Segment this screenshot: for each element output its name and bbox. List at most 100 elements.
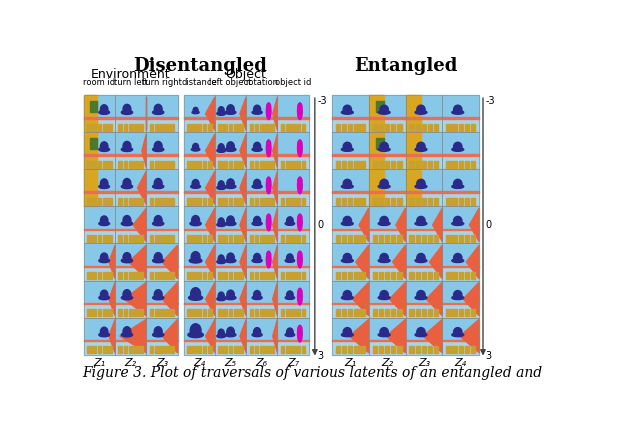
Bar — [246, 95, 277, 118]
Bar — [170, 309, 174, 316]
Bar — [192, 235, 196, 242]
Ellipse shape — [191, 288, 200, 300]
Ellipse shape — [152, 221, 164, 226]
Polygon shape — [240, 319, 246, 353]
Ellipse shape — [122, 221, 132, 226]
Polygon shape — [162, 245, 177, 279]
Bar — [215, 155, 246, 169]
Bar — [184, 304, 215, 318]
Bar — [391, 198, 396, 205]
Ellipse shape — [267, 177, 271, 183]
Bar — [458, 124, 463, 131]
Bar — [155, 235, 159, 242]
Bar — [215, 154, 246, 156]
Bar — [84, 191, 115, 193]
Bar — [332, 318, 369, 355]
Bar — [103, 198, 107, 205]
Bar — [246, 206, 277, 243]
Bar — [348, 124, 353, 131]
Bar — [465, 198, 469, 205]
Bar — [369, 132, 406, 169]
Bar — [385, 198, 389, 205]
Bar — [84, 243, 115, 281]
Bar — [391, 124, 396, 131]
Ellipse shape — [193, 107, 198, 114]
Text: Z₂: Z₂ — [125, 359, 137, 368]
Bar — [369, 206, 406, 229]
Bar — [147, 132, 177, 169]
Bar — [147, 228, 177, 230]
Ellipse shape — [454, 216, 462, 225]
Bar — [234, 124, 237, 131]
Bar — [406, 132, 442, 155]
Bar — [410, 198, 414, 205]
Ellipse shape — [152, 296, 164, 300]
Ellipse shape — [417, 328, 425, 336]
Bar — [115, 243, 147, 266]
Bar — [92, 346, 96, 353]
Ellipse shape — [285, 259, 294, 262]
Bar — [215, 304, 246, 318]
Ellipse shape — [343, 328, 351, 336]
Bar — [332, 228, 369, 230]
Bar — [184, 266, 215, 267]
Bar — [228, 272, 232, 279]
Bar — [376, 101, 384, 112]
Bar — [84, 304, 115, 318]
Bar — [147, 304, 177, 318]
Bar — [184, 206, 215, 243]
Bar — [84, 132, 115, 155]
Polygon shape — [429, 245, 442, 279]
Bar — [471, 309, 475, 316]
Bar — [115, 192, 147, 206]
Bar — [385, 124, 389, 131]
Bar — [442, 281, 479, 304]
Bar — [360, 161, 365, 168]
Bar — [286, 346, 290, 353]
Bar — [277, 318, 308, 355]
Bar — [115, 266, 147, 281]
Polygon shape — [109, 282, 115, 316]
Ellipse shape — [452, 222, 464, 225]
Bar — [406, 169, 442, 206]
Bar — [215, 95, 246, 118]
Bar — [246, 303, 277, 304]
Bar — [446, 161, 451, 168]
Polygon shape — [396, 208, 406, 242]
Bar — [286, 309, 290, 316]
Bar — [277, 281, 308, 318]
Bar — [391, 235, 396, 242]
Bar — [369, 132, 384, 169]
Bar — [332, 281, 369, 304]
Bar — [369, 304, 406, 318]
Bar — [134, 235, 138, 242]
Bar — [215, 281, 246, 318]
Polygon shape — [426, 282, 442, 316]
Bar — [187, 309, 191, 316]
Bar — [301, 161, 305, 168]
Bar — [115, 318, 147, 341]
Bar — [84, 318, 115, 341]
Ellipse shape — [152, 147, 164, 151]
Ellipse shape — [122, 259, 132, 263]
Ellipse shape — [266, 214, 271, 231]
Bar — [442, 132, 479, 169]
Bar — [301, 124, 305, 131]
Bar — [296, 235, 300, 242]
Bar — [442, 117, 479, 119]
Bar — [369, 229, 406, 243]
Bar — [155, 198, 159, 205]
Ellipse shape — [343, 216, 351, 225]
Ellipse shape — [217, 334, 225, 338]
Bar — [218, 161, 222, 168]
Polygon shape — [109, 245, 115, 279]
Bar — [115, 117, 147, 119]
Bar — [147, 169, 177, 192]
Bar — [301, 272, 305, 279]
Bar — [160, 346, 164, 353]
Bar — [406, 206, 442, 243]
Ellipse shape — [378, 296, 390, 300]
Bar — [369, 243, 406, 281]
Bar — [239, 346, 243, 353]
Bar — [155, 272, 159, 279]
